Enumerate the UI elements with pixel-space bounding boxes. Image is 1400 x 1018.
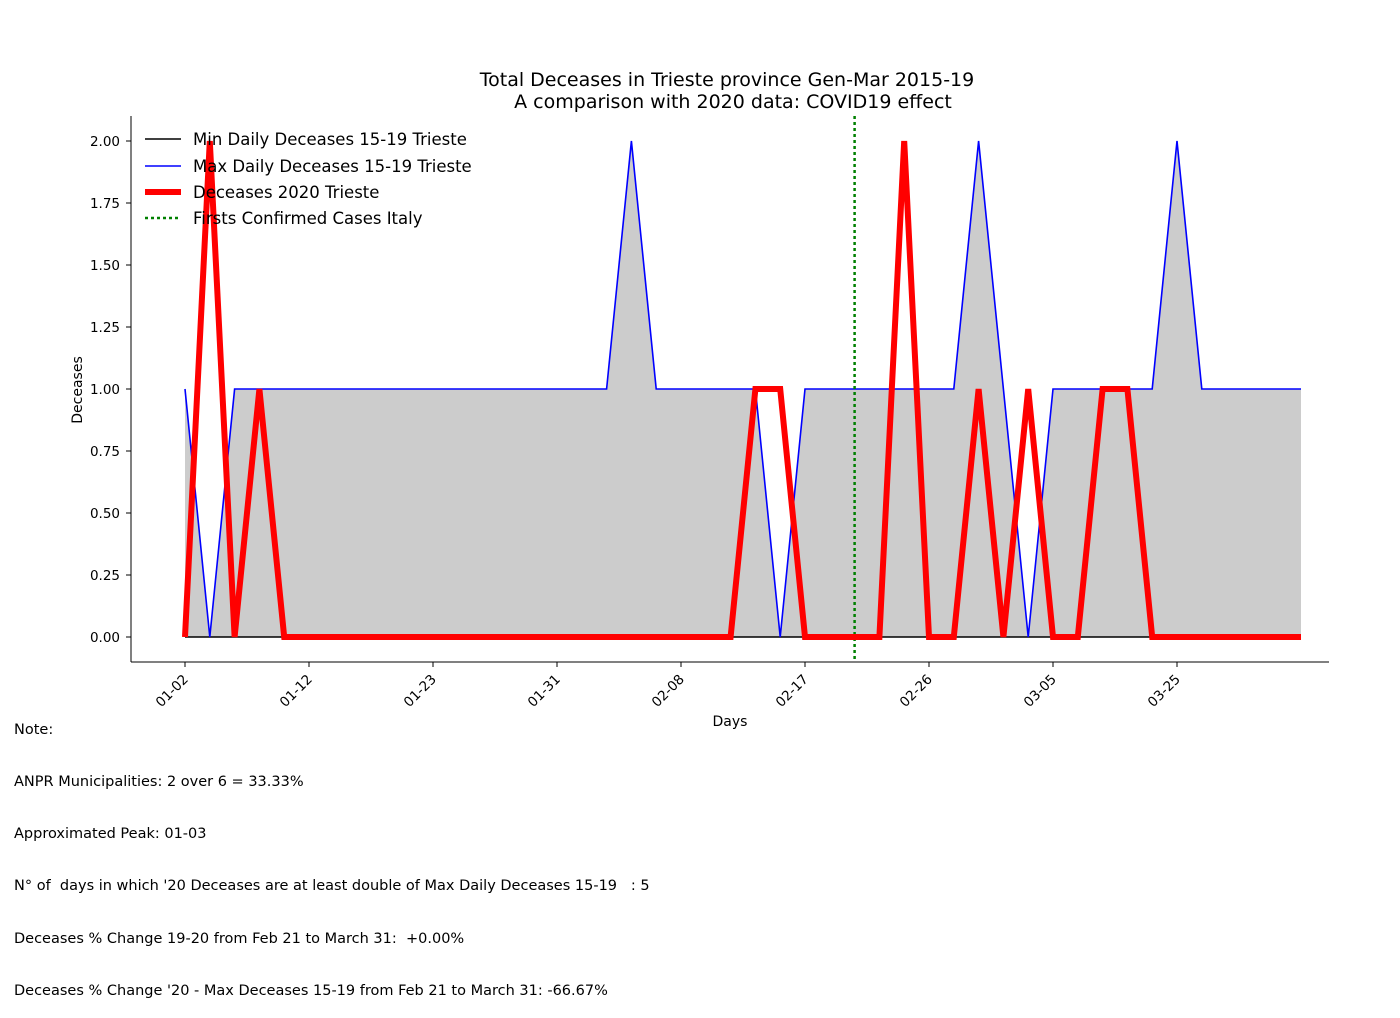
notes-block: Note: ANPR Municipalities: 2 over 6 = 33… — [14, 687, 650, 1018]
x-tick-label: 03-05 — [1021, 672, 1060, 711]
y-tick-label: 2.00 — [90, 134, 120, 150]
note-line-municipalities: ANPR Municipalities: 2 over 6 = 33.33% — [14, 774, 304, 791]
y-tick-label: 0.50 — [90, 506, 120, 522]
legend-label-2020: Deceases 2020 Trieste — [193, 183, 379, 202]
x-tick-label: 02-08 — [649, 672, 688, 711]
legend-label-vline: Firsts Confirmed Cases Italy — [193, 209, 423, 228]
x-tick-label: 02-26 — [897, 672, 936, 711]
y-tick-label: 1.25 — [90, 320, 120, 336]
y-tick-label: 0.00 — [90, 630, 120, 646]
y-tick-label: 1.75 — [90, 196, 120, 212]
legend-label-max: Max Daily Deceases 15-19 Trieste — [193, 157, 472, 176]
note-line-change-max: Deceases % Change '20 - Max Deceases 15-… — [14, 982, 608, 999]
legend: Min Daily Deceases 15-19 Trieste Max Dai… — [145, 130, 472, 228]
note-line-change-19-20: Deceases % Change 19-20 from Feb 21 to M… — [14, 930, 465, 947]
legend-label-min: Min Daily Deceases 15-19 Trieste — [193, 130, 467, 149]
y-tick-label: 1.50 — [90, 258, 120, 274]
note-heading: Note: — [14, 721, 54, 738]
chart-subtitle: A comparison with 2020 data: COVID19 eff… — [514, 91, 952, 113]
y-axis-label: Deceases — [70, 356, 86, 423]
chart-title: Total Deceases in Trieste province Gen-M… — [479, 69, 974, 91]
x-tick-label: 02-17 — [773, 672, 812, 711]
series-line-2020 — [182, 140, 1301, 640]
y-tick-label: 1.00 — [90, 382, 120, 398]
plot-area — [182, 116, 1301, 662]
y-ticks: 0.00 0.25 0.50 0.75 1.00 1.25 1.50 1.75 2.00 — [90, 134, 131, 646]
y-tick-label: 0.25 — [90, 568, 120, 584]
x-axis-label: Days — [713, 714, 748, 730]
note-line-double-days: N° of days in which '20 Deceases are at … — [14, 878, 650, 895]
note-line-peak: Approximated Peak: 01-03 — [14, 826, 207, 843]
y-tick-label: 0.75 — [90, 444, 120, 460]
x-tick-label: 03-25 — [1145, 672, 1184, 711]
chart: Total Deceases in Trieste province Gen-M… — [70, 69, 1329, 730]
